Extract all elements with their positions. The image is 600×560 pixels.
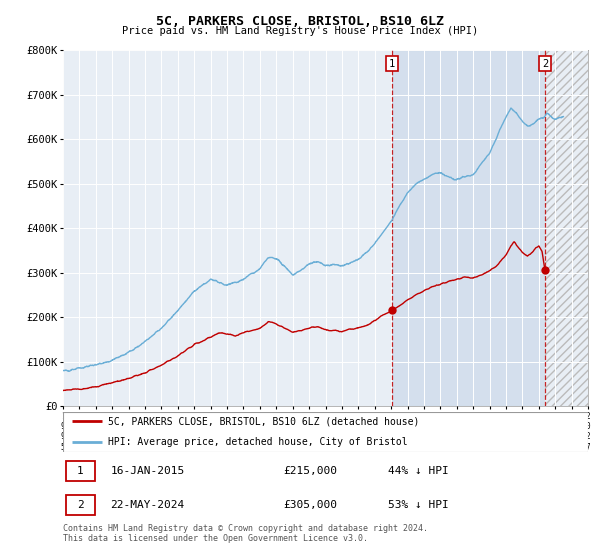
Text: 2: 2 [77,500,84,510]
Text: 1: 1 [389,59,395,69]
FancyBboxPatch shape [65,495,95,515]
Text: £305,000: £305,000 [284,500,337,510]
Text: 5C, PARKERS CLOSE, BRISTOL, BS10 6LZ: 5C, PARKERS CLOSE, BRISTOL, BS10 6LZ [156,15,444,28]
Text: Price paid vs. HM Land Registry's House Price Index (HPI): Price paid vs. HM Land Registry's House … [122,26,478,36]
Text: 44% ↓ HPI: 44% ↓ HPI [389,466,449,476]
Bar [545,50,588,406]
Text: £215,000: £215,000 [284,466,337,476]
Text: 1: 1 [77,466,84,476]
Text: HPI: Average price, detached house, City of Bristol: HPI: Average price, detached house, City… [107,437,407,446]
Text: Contains HM Land Registry data © Crown copyright and database right 2024.
This d: Contains HM Land Registry data © Crown c… [63,524,428,543]
Text: 16-JAN-2015: 16-JAN-2015 [110,466,185,476]
FancyBboxPatch shape [63,412,588,452]
Text: 2: 2 [542,59,548,69]
Text: 53% ↓ HPI: 53% ↓ HPI [389,500,449,510]
FancyBboxPatch shape [65,461,95,481]
Bar [545,50,588,406]
Bar [392,50,545,406]
Text: 5C, PARKERS CLOSE, BRISTOL, BS10 6LZ (detached house): 5C, PARKERS CLOSE, BRISTOL, BS10 6LZ (de… [107,417,419,426]
Text: 22-MAY-2024: 22-MAY-2024 [110,500,185,510]
